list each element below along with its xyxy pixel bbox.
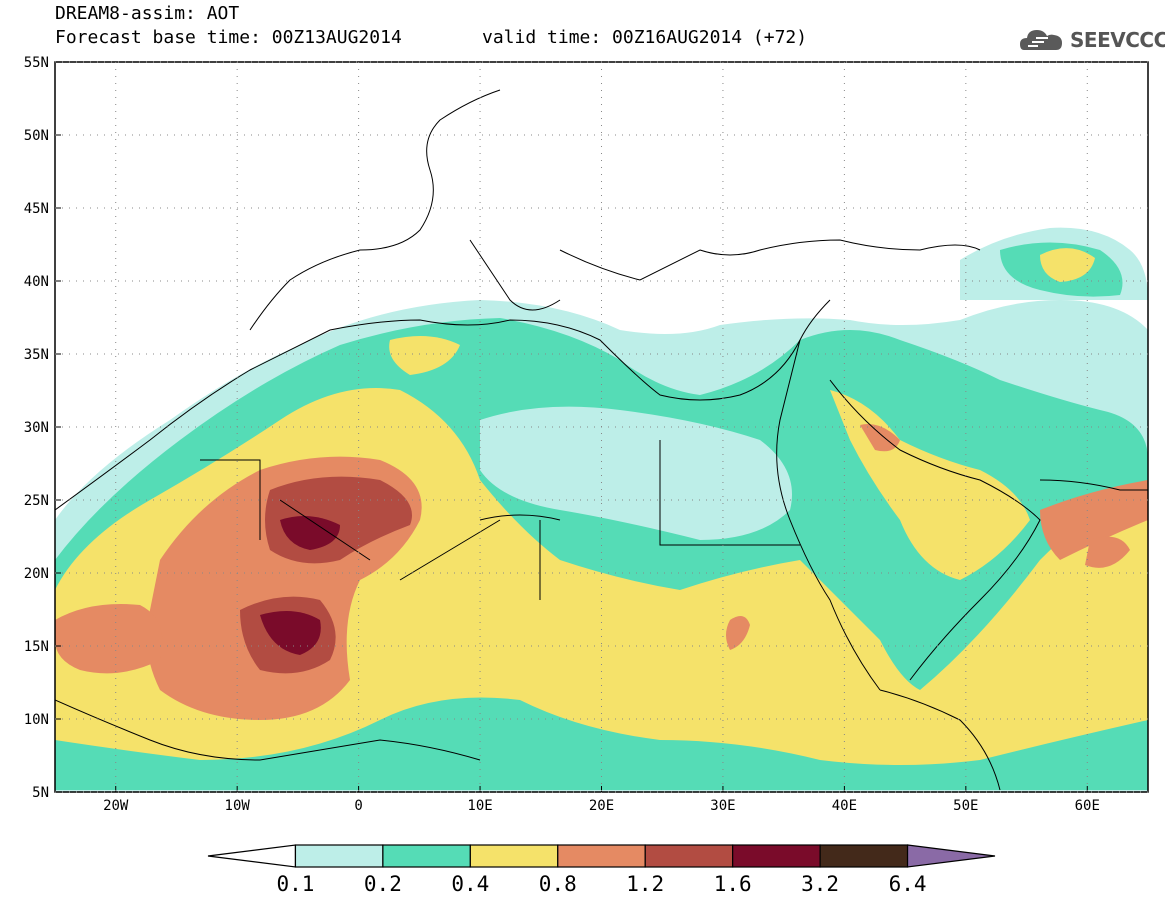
colorbar-label: 0.1: [276, 872, 315, 896]
map-title: DREAM8-assim: AOT: [55, 3, 240, 24]
colorbar-bin: [906, 844, 996, 868]
colorbar-bin: [469, 844, 559, 868]
lon-tick-label: 10E: [467, 798, 492, 814]
lon-tick-label: 0: [354, 798, 362, 814]
lon-tick-label: 20W: [103, 798, 129, 814]
colorbar-label: 3.2: [801, 872, 840, 896]
colorbar-label: 6.4: [888, 872, 927, 896]
lat-tick-label: 35N: [24, 347, 49, 363]
lat-tick-label: 15N: [24, 639, 49, 655]
colorbar-label: 1.2: [626, 872, 665, 896]
colorbar-bin: [644, 844, 734, 868]
lon-tick-label: 60E: [1075, 798, 1100, 814]
colorbar-label: 0.2: [363, 872, 402, 896]
colorbar-bin: [294, 844, 384, 868]
lat-tick-label: 5N: [32, 785, 49, 801]
colorbar-label: 0.8: [538, 872, 577, 896]
forecast-base-time: Forecast base time: 00Z13AUG2014: [55, 27, 402, 48]
colorbar-label: 1.6: [713, 872, 752, 896]
colorbar-bin: [382, 844, 471, 868]
lon-tick-label: 50E: [953, 798, 978, 814]
lat-tick-label: 20N: [24, 566, 49, 582]
colorbar-label: 0.4: [451, 872, 490, 896]
colorbar-bin: [732, 844, 821, 868]
lon-tick-label: 40E: [832, 798, 857, 814]
colorbar-bin: [207, 844, 297, 868]
valid-time: valid time: 00Z16AUG2014 (+72): [482, 27, 808, 48]
lon-tick-label: 10W: [225, 798, 251, 814]
lon-tick-label: 30E: [710, 798, 735, 814]
lat-tick-label: 25N: [24, 493, 49, 509]
lat-tick-label: 10N: [24, 712, 49, 728]
lat-tick-label: 30N: [24, 420, 49, 436]
lat-tick-label: 45N: [24, 201, 49, 217]
colorbar-bin: [557, 844, 646, 868]
coastlines: [55, 89, 1148, 791]
seevccc-logo: SEEVCCC: [1070, 28, 1165, 52]
aot-field: [55, 227, 1148, 792]
lat-tick-label: 40N: [24, 274, 49, 290]
longitude-axis: 20W 10W 0 10E 20E 30E 40E 50E 60E: [103, 62, 1100, 814]
lat-tick-label: 55N: [24, 55, 49, 71]
colorbar-bin: [819, 844, 909, 868]
lat-tick-label: 50N: [24, 128, 49, 144]
lon-tick-label: 20E: [589, 798, 614, 814]
cloud-icon: [1020, 30, 1062, 50]
